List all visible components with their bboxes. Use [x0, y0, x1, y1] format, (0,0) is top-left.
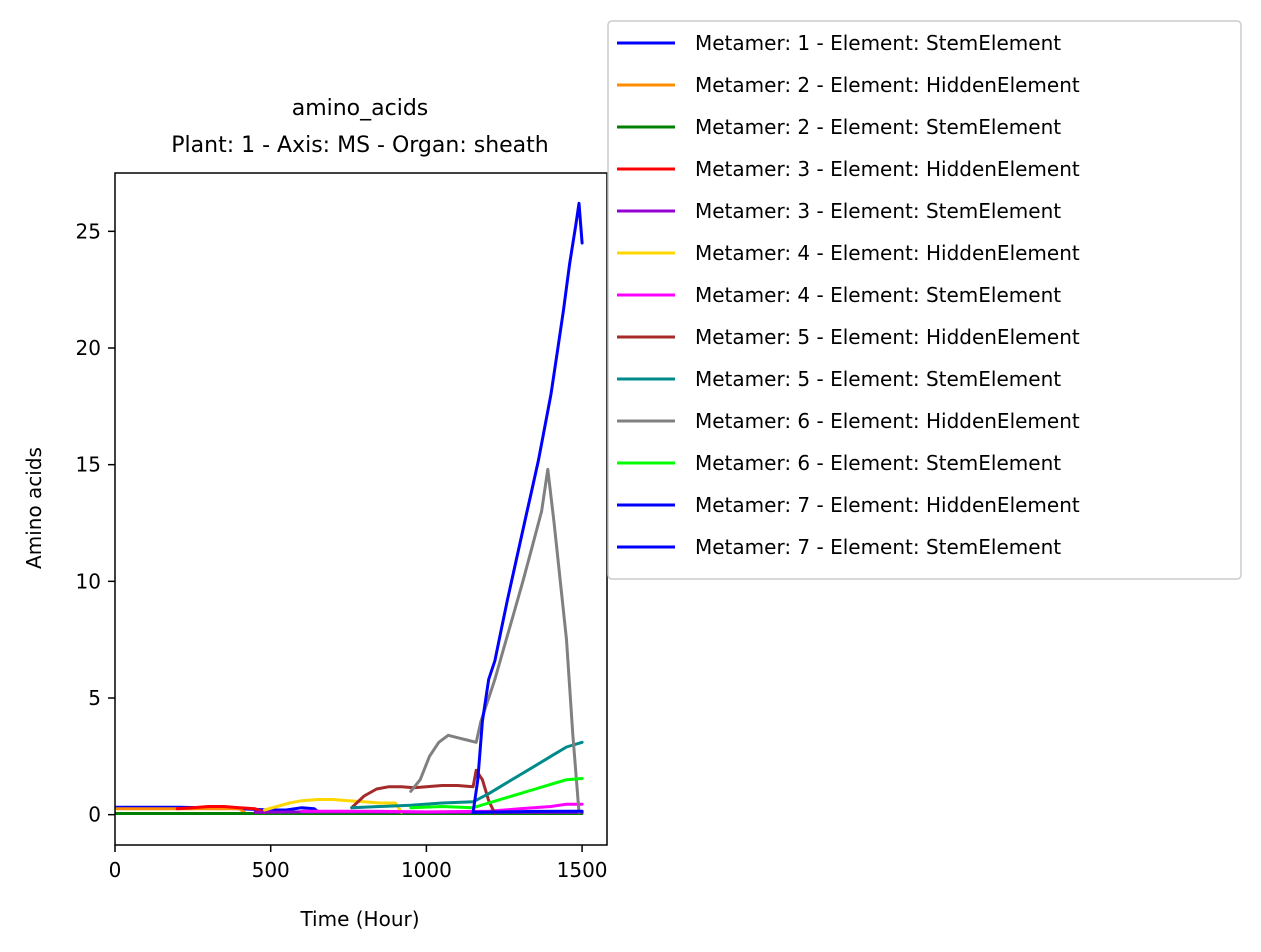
- y-tick-label: 10: [76, 569, 101, 593]
- series-line-4: [175, 805, 266, 814]
- legend-label: Metamer: 3 - Element: StemElement: [695, 199, 1061, 223]
- chart-subtitle: Plant: 1 - Axis: MS - Organ: sheath: [171, 133, 548, 158]
- legend-label: Metamer: 4 - Element: StemElement: [695, 283, 1061, 307]
- legend-label: Metamer: 5 - Element: HiddenElement: [695, 325, 1080, 349]
- legend: Metamer: 1 - Element: StemElement Metamer…: [607, 20, 1242, 580]
- x-tick-label: 500: [252, 858, 290, 882]
- series-line-8: [350, 768, 497, 815]
- plot-frame: [114, 172, 608, 846]
- series-line-10: [409, 467, 581, 814]
- chart-title: amino_acids: [292, 96, 429, 121]
- y-tick-label: 5: [88, 686, 101, 710]
- series-line-9: [350, 740, 584, 810]
- x-tick-label: 1000: [401, 858, 452, 882]
- legend-label: Metamer: 6 - Element: StemElement: [695, 451, 1061, 475]
- legend-label: Metamer: 7 - Element: HiddenElement: [695, 493, 1080, 517]
- legend-label: Metamer: 2 - Element: HiddenElement: [695, 73, 1080, 97]
- legend-label: Metamer: 2 - Element: StemElement: [695, 115, 1061, 139]
- x-tick-label: 1500: [557, 858, 608, 882]
- x-axis-label: Time (Hour): [299, 907, 419, 931]
- legend-label: Metamer: 3 - Element: HiddenElement: [695, 157, 1080, 181]
- legend-label: Metamer: 7 - Element: StemElement: [695, 535, 1061, 559]
- legend-label: Metamer: 5 - Element: StemElement: [695, 367, 1061, 391]
- series-line-13: [471, 809, 584, 814]
- legend-label: Metamer: 6 - Element: HiddenElement: [695, 409, 1080, 433]
- legend-box: [607, 20, 1242, 580]
- y-tick-label: 25: [76, 219, 101, 243]
- plot-area: 0 500 1000 1500 0 5 10 15 20 25: [76, 172, 608, 882]
- series-line-7: [300, 802, 584, 814]
- y-tick-label: 15: [76, 453, 101, 477]
- y-tick-label: 20: [76, 336, 101, 360]
- y-axis-label: Amino acids: [22, 447, 46, 569]
- legend-label: Metamer: 1 - Element: StemElement: [695, 31, 1061, 55]
- series-line-11: [409, 777, 584, 810]
- legend-label: Metamer: 4 - Element: HiddenElement: [695, 241, 1080, 265]
- series-line-12: [471, 201, 584, 814]
- series-line-6: [263, 798, 403, 814]
- x-tick-label: 0: [109, 858, 122, 882]
- y-tick-label: 0: [88, 803, 101, 827]
